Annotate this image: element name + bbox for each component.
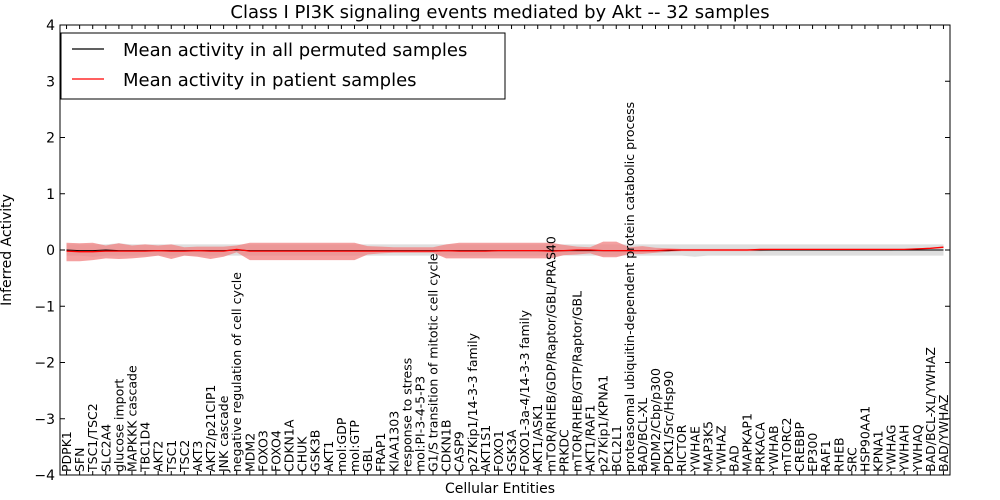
x-tick-label: BAD/BCL-XL: [635, 398, 650, 472]
x-tick-label: PDPK1: [59, 431, 74, 472]
legend-label-patient: Mean activity in patient samples: [123, 70, 417, 91]
x-tick-label: AKT1: [321, 441, 336, 472]
chart-title: Class I PI3K signaling events mediated b…: [230, 2, 769, 23]
x-tick-label: CDKN1A: [282, 419, 297, 472]
x-tick-label: SRC: [844, 447, 859, 472]
x-tick-label: SLC2A4: [98, 424, 113, 472]
y-tick-label: −4: [34, 468, 55, 484]
x-tick-label: RAF1: [818, 440, 833, 472]
x-tick-label: EP300: [805, 433, 820, 472]
x-tick-label: MDM2: [242, 433, 257, 472]
x-tick-label: YWHAB: [766, 425, 781, 473]
x-tick-label: YWHAE: [687, 426, 702, 473]
x-axis-label: Cellular Entities: [445, 481, 555, 497]
x-tick-label: MAP3K5: [700, 421, 715, 472]
x-tick-label: glucose import: [111, 379, 126, 472]
y-tick-label: 2: [46, 131, 55, 147]
x-tick-label: FRAP1: [373, 433, 388, 472]
confidence-bands: [66, 241, 944, 262]
x-tick-label: FOXO4: [269, 430, 284, 472]
x-tick-label: AKT2/p21CIP1: [203, 385, 218, 472]
series-lines: [66, 246, 944, 253]
x-tick-label: HSP90AA1: [857, 406, 872, 472]
x-tick-label: GBL: [360, 447, 375, 472]
x-tick-label: SFN: [72, 448, 87, 472]
x-tick-label: YWHAQ: [910, 424, 925, 473]
y-tick-label: 0: [46, 243, 55, 259]
x-tick-label: YWHAH: [897, 425, 912, 473]
x-tick-label: p27Kip1/14-3-3 family: [465, 332, 480, 472]
x-tick-label: KIAA1303: [386, 411, 401, 472]
y-tick-label: 3: [46, 74, 55, 90]
legend: Mean activity in all permuted samples Me…: [60, 32, 506, 100]
x-tick-label: mTORC2: [779, 418, 794, 472]
x-tick-label: negative regulation of cell cycle: [229, 272, 244, 472]
x-tick-label: BCL2L1: [609, 425, 624, 472]
x-tick-label: PRKACA: [753, 422, 768, 472]
legend-label-permuted: Mean activity in all permuted samples: [123, 40, 467, 61]
band-patient: [66, 241, 944, 262]
x-tick-label: MAPKKK cascade: [125, 365, 140, 472]
x-tick-label: mTOR/RHEB/GDP/Raptor/GBL/PRAS40: [543, 236, 558, 472]
x-tick-label: FOXO1-3a-4/14-3-3 family: [517, 309, 532, 472]
x-tick-label: TSC1/TSC2: [85, 403, 100, 473]
x-tick-label: p27Kip1/KPNA1: [596, 375, 611, 472]
y-tick-label: 4: [46, 18, 55, 34]
x-tick-label: RHEB: [831, 437, 846, 472]
x-tick-label: proteasomal ubiquitin-dependent protein …: [622, 102, 637, 472]
x-tick-label: RICTOR: [674, 424, 689, 472]
x-tick-label: JNK cascade: [216, 395, 231, 473]
x-tick-label: mol:PI-3-4-5-P3: [412, 376, 427, 472]
x-tick-label: BAD: [727, 445, 742, 472]
x-tick-label: PRKDC: [556, 429, 571, 472]
x-tick-label: PDK1/Src/Hsp90: [661, 371, 676, 472]
x-tick-label: FOXO3: [255, 430, 270, 472]
y-axis-label: Inferred Activity: [0, 194, 15, 306]
x-tick-label: TBC1D4: [138, 422, 153, 473]
x-tick-label: AKT3: [190, 441, 205, 472]
line-patient: [66, 246, 944, 253]
x-tick-label: AKT1/RAF1: [583, 405, 598, 472]
x-tick-label: BAD/YWHAZ: [936, 395, 951, 472]
x-tick-label: GSK3A: [504, 429, 519, 472]
x-tick-label: CASP9: [452, 431, 467, 472]
x-tick-label: mol:GTP: [347, 420, 362, 472]
x-tick-label: response to stress: [399, 358, 414, 472]
legend-box: [60, 32, 506, 100]
y-tick-label: −1: [34, 299, 55, 315]
x-tick-label: BAD/BCL-XL/YWHAZ: [923, 347, 938, 472]
x-tick-label: G1/S transition of mitotic cell cycle: [426, 253, 441, 472]
x-tick-label: TSC1: [164, 440, 179, 473]
x-tick-label: CDKN1B: [439, 420, 454, 472]
x-tick-label: FOXO1: [491, 430, 506, 472]
x-tick-label: KPNA1: [871, 430, 886, 472]
x-tick-label: AKT2: [151, 441, 166, 472]
x-tick-label: MDM2/Cbp/p300: [648, 368, 663, 472]
x-tick-label: GSK3B: [308, 430, 323, 472]
x-tick-label: CHUK: [295, 436, 310, 472]
y-tick-label: 1: [46, 187, 55, 203]
y-axis: 4 3 2 1 0 −1 −2 −3 −4: [34, 18, 950, 484]
x-tick-label: TSC2: [177, 440, 192, 473]
x-tick-label: mol:GDP: [334, 417, 349, 472]
x-tick-label: AKT1S1: [478, 425, 493, 472]
y-tick-label: −2: [34, 356, 55, 372]
x-tick-label: CREBBP: [792, 422, 807, 472]
x-tick-label: YWHAZ: [714, 425, 729, 473]
x-tick-label: YWHAG: [884, 425, 899, 473]
x-tick-label: MAPKAP1: [740, 413, 755, 472]
y-tick-label: −3: [34, 412, 55, 428]
x-tick-label: mTOR/RHEB/GTP/Raptor/GBL: [570, 291, 585, 472]
x-tick-label: AKT1/ASK1: [530, 404, 545, 472]
